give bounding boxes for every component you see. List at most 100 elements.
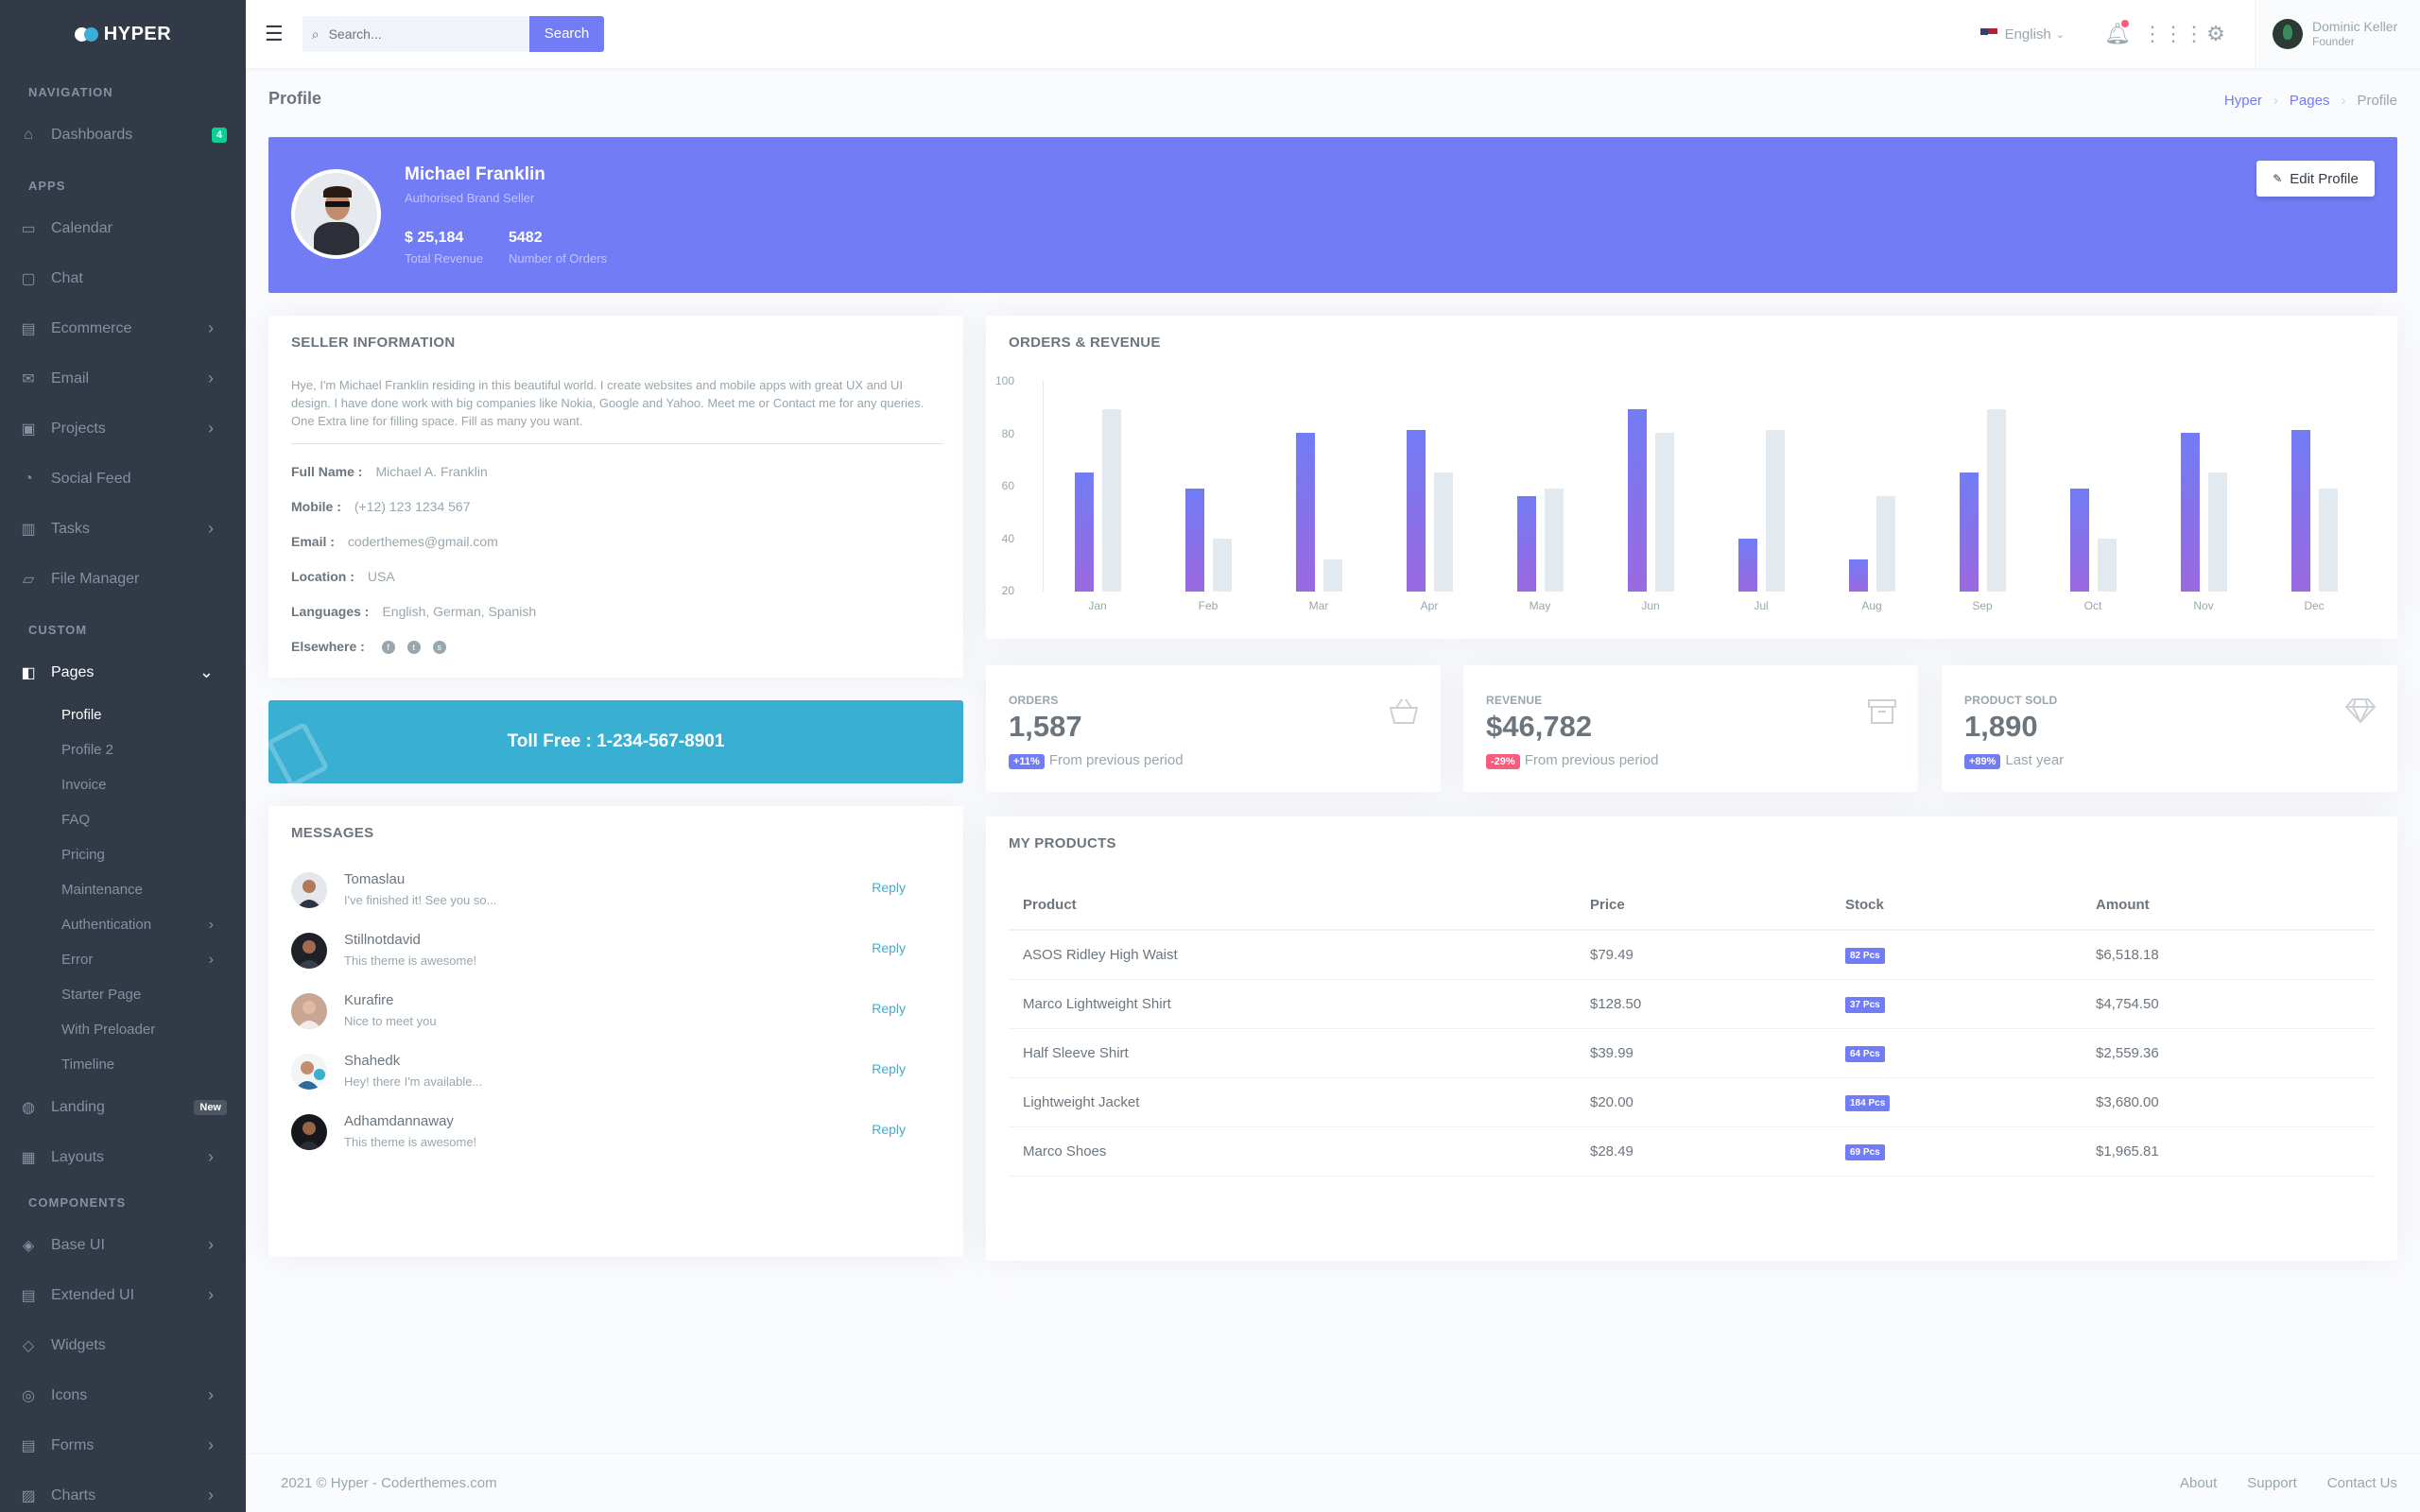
sidebar-subitem-timeline[interactable]: Timeline [0, 1047, 246, 1082]
product-cell: Half Sleeve Shirt [1009, 1028, 1576, 1078]
reply-link[interactable]: Reply [872, 1061, 906, 1076]
sidebar-item-widgets[interactable]: ◇ Widgets [0, 1320, 246, 1370]
sidebar-item-layouts[interactable]: ▦ Layouts › [0, 1132, 246, 1182]
sidebar-subitem-maintenance[interactable]: Maintenance [0, 872, 246, 907]
user-name: Dominic Keller [2312, 19, 2398, 34]
user-menu[interactable]: Dominic Keller Founder [2255, 0, 2420, 68]
bar-mar-series-1[interactable] [1296, 433, 1315, 592]
sidebar-item-tasks[interactable]: ▥ Tasks › [0, 504, 246, 554]
sidebar-subitem-pricing[interactable]: Pricing [0, 837, 246, 872]
sidebar-subitem-starter-page[interactable]: Starter Page [0, 977, 246, 1012]
brand-name: HYPER [103, 23, 172, 44]
stat-foot-text: From previous period [1048, 752, 1184, 768]
sidebar-item-ecommerce[interactable]: ▤ Ecommerce › [0, 303, 246, 353]
reply-link[interactable]: Reply [872, 1001, 906, 1016]
table-row[interactable]: Marco Shoes $28.49 69 Pcs $1,965.81 [1009, 1126, 2375, 1177]
breadcrumb-pages[interactable]: Pages [2289, 93, 2330, 109]
bar-apr-series-2[interactable] [1434, 472, 1453, 592]
list-item[interactable]: Kurafire Nice to meet you Reply [291, 988, 943, 1040]
sidebar-subitem-error[interactable]: Error › [0, 942, 246, 977]
bar-jan-series-1[interactable] [1075, 472, 1094, 592]
sidebar-item-chat[interactable]: ▢ Chat [0, 253, 246, 303]
bar-may-series-2[interactable] [1545, 488, 1564, 592]
sidebar-subitem-faq[interactable]: FAQ [0, 802, 246, 837]
column-header[interactable]: Product [1009, 881, 1576, 931]
reply-link[interactable]: Reply [872, 1122, 906, 1137]
search-input[interactable]: ⌕ Search... [302, 16, 529, 52]
list-item[interactable]: Tomaslau I've finished it! See you so...… [291, 867, 943, 919]
bar-aug-series-1[interactable] [1849, 559, 1868, 592]
footer-link-contact[interactable]: Contact Us [2326, 1475, 2397, 1491]
sidebar-item-social-feed[interactable]: ◔ Social Feed [0, 454, 246, 504]
notification-button[interactable]: 🔔︎ [2093, 20, 2142, 46]
sidebar-item-label: Widgets [51, 1336, 106, 1353]
bar-nov-series-2[interactable] [2208, 472, 2227, 592]
sidebar-subitem-with-preloader[interactable]: With Preloader [0, 1012, 246, 1047]
sidebar-subitem-profile-2[interactable]: Profile 2 [0, 732, 246, 767]
table-row[interactable]: Half Sleeve Shirt $39.99 64 Pcs $2,559.36 [1009, 1028, 2375, 1078]
bar-nov-series-1[interactable] [2181, 433, 2200, 592]
list-item[interactable]: Shahedk Hey! there I'm available... Repl… [291, 1048, 943, 1101]
section-components: COMPONENTS [28, 1195, 127, 1210]
bar-oct-series-2[interactable] [2098, 539, 2117, 592]
stock-badge: 64 Pcs [1845, 1045, 1885, 1062]
bar-feb-series-2[interactable] [1213, 539, 1232, 592]
bar-oct-series-1[interactable] [2070, 488, 2089, 592]
sidebar-subitem-invoice[interactable]: Invoice [0, 767, 246, 802]
bar-jun-series-1[interactable] [1628, 408, 1647, 592]
bar-feb-series-1[interactable] [1185, 488, 1204, 592]
sidebar-item-landing[interactable]: ◍ Landing New [0, 1082, 246, 1132]
table-row[interactable]: ASOS Ridley High Waist $79.49 82 Pcs $6,518… [1009, 930, 2375, 980]
list-item[interactable]: Stillnotdavid This theme is awesome! Rep… [291, 927, 943, 980]
twitter-icon[interactable]: t [406, 641, 421, 655]
edit-profile-button[interactable]: ✎ Edit Profile [2256, 161, 2375, 197]
sidebar-subitem-authentication[interactable]: Authentication › [0, 907, 246, 942]
skype-icon[interactable]: s [432, 641, 446, 655]
facebook-icon[interactable]: f [381, 641, 395, 655]
footer-link-about[interactable]: About [2180, 1475, 2218, 1491]
sidebar-item-calendar[interactable]: ▭ Calendar [0, 203, 246, 253]
sidebar-item-pages[interactable]: ◧ Pages ⌄ [0, 647, 246, 697]
x-tick-label: Dec [2304, 599, 2325, 612]
bar-dec-series-1[interactable] [2291, 430, 2310, 592]
breadcrumb-hyper[interactable]: Hyper [2223, 93, 2262, 109]
search-button[interactable]: Search [528, 16, 605, 52]
footer-link-support[interactable]: Support [2247, 1475, 2297, 1491]
sidebar-item-email[interactable]: ✉ Email › [0, 353, 246, 404]
bar-may-series-1[interactable] [1517, 496, 1536, 592]
sidebar-item-dashboards[interactable]: ⌂ Dashboards 4 [0, 110, 246, 160]
bar-jul-series-2[interactable] [1766, 430, 1785, 592]
language-dropdown[interactable]: English ⌄ [1979, 26, 2065, 43]
sidebar-item-projects[interactable]: ▣ Projects › [0, 404, 246, 454]
stock-badge: 37 Pcs [1845, 996, 1885, 1013]
column-header[interactable]: Price [1576, 881, 1831, 931]
sidebar-subitem-profile[interactable]: Profile [0, 697, 246, 732]
sidebar-item-base-ui[interactable]: ◈ Base UI › [0, 1220, 246, 1270]
apps-button[interactable]: ⋮⋮⋮ [2142, 22, 2204, 46]
bar-sep-series-1[interactable] [1960, 472, 1979, 592]
sidebar-item-extended-ui[interactable]: ▤ Extended UI › [0, 1270, 246, 1320]
reply-link[interactable]: Reply [872, 940, 906, 955]
brand-logo[interactable]: HYPER [0, 0, 246, 68]
list-item[interactable]: Adhamdannaway This theme is awesome! Rep… [291, 1108, 943, 1161]
bar-sep-series-2[interactable] [1987, 408, 2006, 592]
bar-aug-series-2[interactable] [1876, 496, 1895, 592]
menu-toggle-icon[interactable]: ☰ [265, 22, 284, 45]
bar-jan-series-2[interactable] [1102, 408, 1121, 592]
sidebar-item-forms[interactable]: ▤ Forms › [0, 1420, 246, 1470]
sidebar-item-icons[interactable]: ◎ Icons › [0, 1370, 246, 1420]
sidebar-item-file-manager[interactable]: ▱ File Manager [0, 554, 246, 604]
us-flag-icon [1979, 28, 1997, 40]
settings-button[interactable]: ⚙ [2191, 22, 2240, 46]
bar-apr-series-1[interactable] [1407, 430, 1426, 592]
reply-link[interactable]: Reply [872, 880, 906, 895]
bar-mar-series-2[interactable] [1323, 559, 1342, 592]
bar-jul-series-1[interactable] [1738, 539, 1757, 592]
column-header[interactable]: Amount [2082, 881, 2375, 931]
bar-dec-series-2[interactable] [2319, 488, 2338, 592]
table-row[interactable]: Marco Lightweight Shirt $128.50 37 Pcs $4,7… [1009, 979, 2375, 1029]
column-header[interactable]: Stock [1831, 881, 2082, 931]
bar-jun-series-2[interactable] [1655, 433, 1674, 592]
sidebar-item-charts[interactable]: ▨ Charts › [0, 1470, 246, 1512]
table-row[interactable]: Lightweight Jacket $20.00 184 Pcs $3,680.00 [1009, 1077, 2375, 1127]
